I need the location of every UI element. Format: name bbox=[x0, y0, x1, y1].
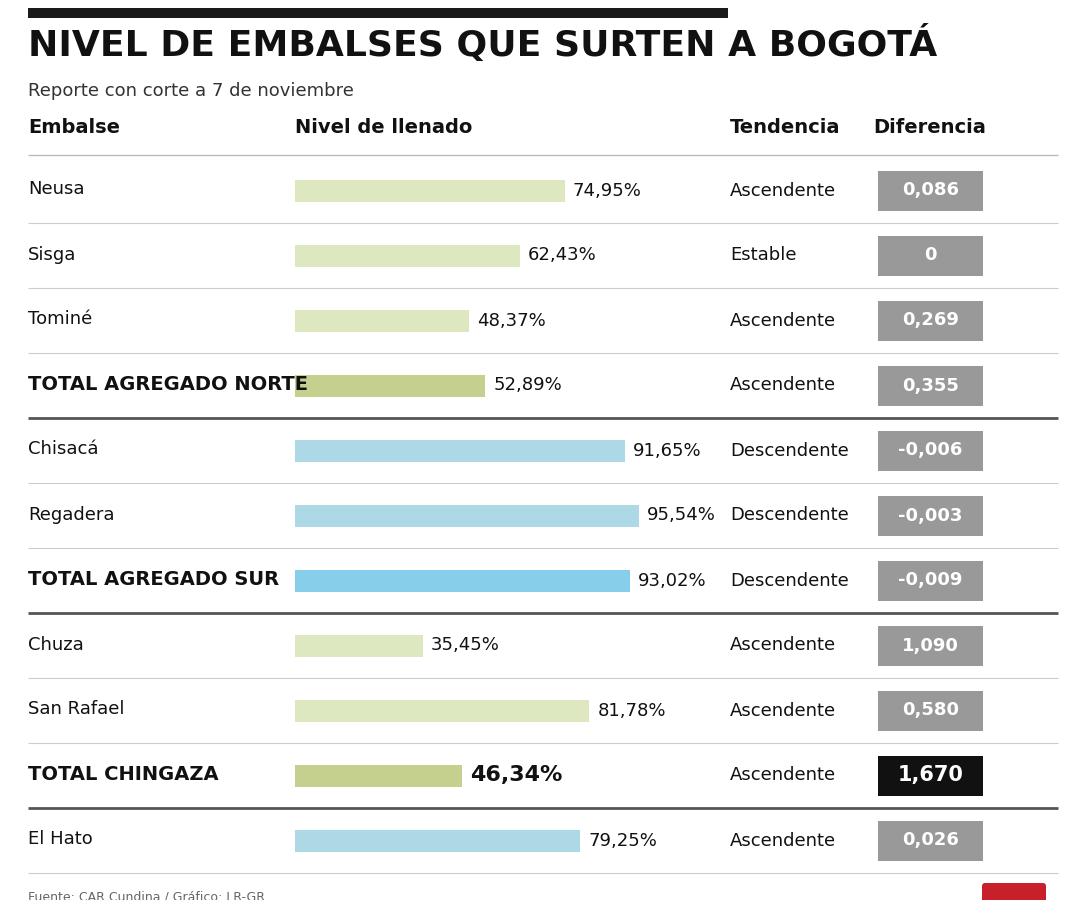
Text: Nivel de llenado: Nivel de llenado bbox=[295, 118, 472, 137]
Text: 93,02%: 93,02% bbox=[638, 572, 706, 590]
Text: Chisacá: Chisacá bbox=[28, 440, 98, 458]
Bar bbox=[878, 301, 983, 340]
Text: 81,78%: 81,78% bbox=[597, 701, 666, 719]
FancyBboxPatch shape bbox=[982, 883, 1047, 900]
Text: 0,269: 0,269 bbox=[902, 311, 959, 329]
Text: Descendente: Descendente bbox=[730, 442, 849, 460]
Text: 1,090: 1,090 bbox=[902, 636, 959, 654]
Text: Sisga: Sisga bbox=[28, 246, 77, 264]
Text: Ascendente: Ascendente bbox=[730, 832, 836, 850]
Bar bbox=[878, 561, 983, 600]
Text: 48,37%: 48,37% bbox=[477, 311, 545, 329]
Text: 74,95%: 74,95% bbox=[572, 182, 642, 200]
Text: 0,026: 0,026 bbox=[902, 832, 959, 850]
Text: San Rafael: San Rafael bbox=[28, 700, 124, 718]
Text: El Hato: El Hato bbox=[28, 831, 93, 849]
Text: Estable: Estable bbox=[730, 247, 797, 265]
Bar bbox=[295, 505, 639, 526]
Bar bbox=[295, 830, 580, 851]
Text: 91,65%: 91,65% bbox=[633, 442, 702, 460]
Bar bbox=[878, 755, 983, 796]
Bar bbox=[295, 439, 625, 462]
Text: 79,25%: 79,25% bbox=[589, 832, 657, 850]
Text: TOTAL AGREGADO SUR: TOTAL AGREGADO SUR bbox=[28, 570, 279, 589]
Text: Ascendente: Ascendente bbox=[730, 767, 836, 785]
Text: TOTAL AGREGADO NORTE: TOTAL AGREGADO NORTE bbox=[28, 375, 308, 394]
Text: Ascendente: Ascendente bbox=[730, 636, 836, 654]
Text: Descendente: Descendente bbox=[730, 507, 849, 525]
Text: -0,003: -0,003 bbox=[899, 507, 962, 525]
Text: TOTAL CHINGAZA: TOTAL CHINGAZA bbox=[28, 765, 218, 784]
Bar bbox=[295, 699, 590, 722]
Text: Embalse: Embalse bbox=[28, 118, 120, 137]
Bar bbox=[295, 764, 462, 787]
Text: 35,45%: 35,45% bbox=[431, 636, 499, 654]
Bar bbox=[295, 634, 422, 656]
Bar bbox=[878, 690, 983, 731]
Text: Chuza: Chuza bbox=[28, 635, 84, 653]
Text: Ascendente: Ascendente bbox=[730, 376, 836, 394]
Bar bbox=[878, 496, 983, 536]
Bar bbox=[878, 821, 983, 860]
Text: Ascendente: Ascendente bbox=[730, 701, 836, 719]
Bar bbox=[878, 236, 983, 275]
Text: 0,086: 0,086 bbox=[902, 182, 959, 200]
Text: 0,580: 0,580 bbox=[902, 701, 959, 719]
Bar bbox=[878, 365, 983, 406]
Text: Ascendente: Ascendente bbox=[730, 311, 836, 329]
Text: Descendente: Descendente bbox=[730, 572, 849, 590]
Text: 0: 0 bbox=[924, 247, 936, 265]
Bar bbox=[295, 374, 485, 397]
Text: 95,54%: 95,54% bbox=[647, 507, 716, 525]
Bar bbox=[878, 170, 983, 211]
Bar bbox=[295, 570, 630, 591]
Text: Regadera: Regadera bbox=[28, 506, 114, 524]
Text: -0,006: -0,006 bbox=[899, 442, 962, 460]
Text: Neusa: Neusa bbox=[28, 181, 84, 199]
Text: 46,34%: 46,34% bbox=[470, 766, 563, 786]
Text: 52,89%: 52,89% bbox=[494, 376, 563, 394]
Bar bbox=[295, 310, 469, 331]
Bar bbox=[878, 430, 983, 471]
Text: Ascendente: Ascendente bbox=[730, 182, 836, 200]
Text: Reporte con corte a 7 de noviembre: Reporte con corte a 7 de noviembre bbox=[28, 82, 354, 100]
Text: NIVEL DE EMBALSES QUE SURTEN A BOGOTÁ: NIVEL DE EMBALSES QUE SURTEN A BOGOTÁ bbox=[28, 25, 937, 63]
Text: Tominé: Tominé bbox=[28, 310, 92, 328]
Text: 0,355: 0,355 bbox=[902, 376, 959, 394]
Bar bbox=[295, 245, 519, 266]
Bar bbox=[878, 626, 983, 665]
Text: Diferencia: Diferencia bbox=[874, 118, 986, 137]
Bar bbox=[295, 179, 565, 202]
Bar bbox=[28, 8, 728, 18]
Text: Tendencia: Tendencia bbox=[730, 118, 840, 137]
Text: -0,009: -0,009 bbox=[899, 572, 962, 590]
Text: Fuente: CAR Cundina / Gráfico: LR-GR: Fuente: CAR Cundina / Gráfico: LR-GR bbox=[28, 891, 265, 900]
Text: 1,670: 1,670 bbox=[897, 766, 963, 786]
Text: 62,43%: 62,43% bbox=[528, 247, 596, 265]
